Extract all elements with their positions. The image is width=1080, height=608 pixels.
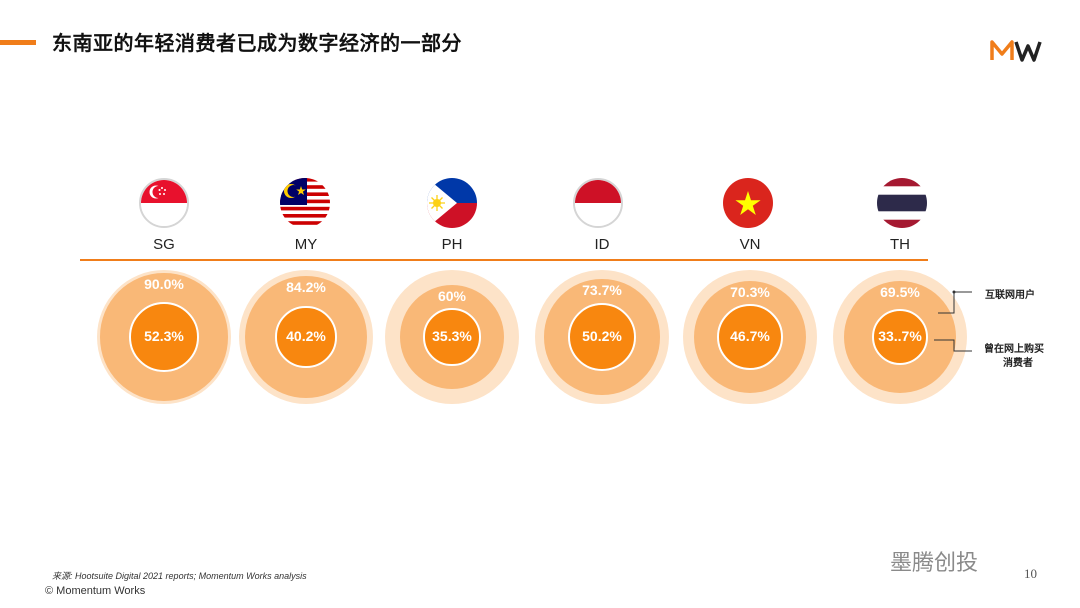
online-shoppers-circle-ph [423,308,481,366]
internet-users-label-vn: 70.3% [730,283,770,300]
online-shoppers-label-ph: 35.3% [432,328,472,344]
singapore-flag-icon [139,178,189,228]
country-label-ph: PH [441,236,463,253]
internet-users-label-th: 69.5% [880,284,920,301]
internet-users-label-ph: 60% [437,288,467,305]
orange-divider [80,259,928,261]
page-number: 10 [1024,566,1037,581]
momentum-works-logo-icon [990,40,1042,62]
legend-connector-lines [934,290,972,352]
malaysia-flag-icon [280,178,330,228]
source-note: 来源: Hootsuite Digital 2021 reports; Mome… [52,571,307,581]
philippines-flag-icon [427,178,477,228]
title-accent-bar [0,40,36,45]
online-shoppers-circle-vn [717,304,783,370]
thailand-flag-icon [877,178,927,228]
online-shoppers-label-sg: 52.3% [144,328,184,344]
country-label-my: MY [294,236,318,253]
online-shoppers-circle-id [567,302,637,372]
internet-users-label-id: 73.7% [582,282,622,299]
online-shoppers-label-my: 40.2% [286,328,326,344]
indonesia-flag-icon [573,178,623,228]
online-shoppers-circle-sg [129,302,199,372]
legend-internet-users: 互联网用户 [985,290,1035,301]
country-label-vn: VN [739,236,761,253]
copyright-text: © Momentum Works [45,585,146,597]
country-label-id: ID [594,236,610,253]
country-label-sg: SG [153,236,175,253]
watermark-text: 墨腾创投 [890,551,979,576]
online-shoppers-circle-my [275,306,337,368]
online-shoppers-label-th: 33..7% [878,328,922,344]
legend-online-shoppers-line2: 消费者 [1003,358,1033,369]
legend-online-shoppers-line1: 曾在网上购买 [984,344,1044,355]
internet-users-label-my: 84.2% [286,278,326,295]
country-label-th: TH [890,236,910,253]
page-title: 东南亚的年轻消费者已成为数字经济的一部分 [52,31,462,55]
online-shoppers-label-vn: 46.7% [730,328,770,344]
internet-users-label-sg: 90.0% [144,276,184,293]
online-shoppers-circle-th [871,308,928,365]
vietnam-flag-icon [723,178,773,228]
online-shoppers-label-id: 50.2% [582,328,622,344]
